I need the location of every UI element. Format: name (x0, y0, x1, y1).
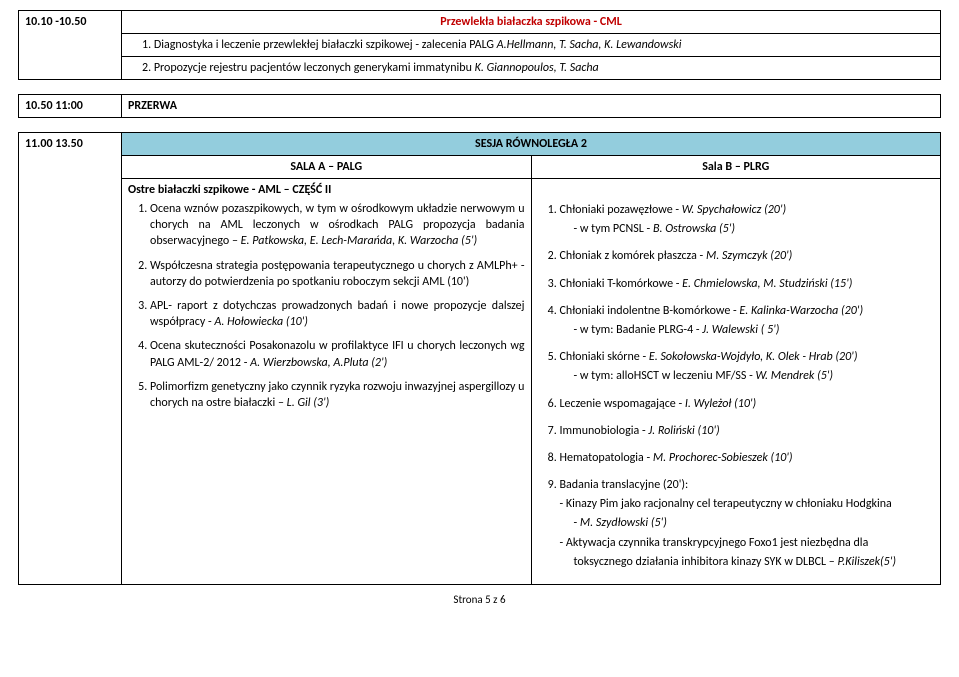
left-list: Ocena wznów pozaszpikowych, w tym w ośro… (128, 201, 525, 411)
list-item: Leczenie wspomagające - I. Wyleżoł (10') (560, 395, 935, 414)
trans-sub: - M. Szydłowski (5') (560, 514, 935, 533)
item-text: Hematopatologia - (560, 451, 653, 465)
item-text: Badania translacyjne (20'): (560, 478, 689, 492)
trans-sub-auth: M. Szydłowski (5') (580, 516, 667, 530)
item-auth: J. Roliński (10') (648, 424, 719, 438)
item-auth: E. Chmielowska, M. Studziński (15') (682, 277, 852, 291)
right-list: Chłoniaki pozawęzłowe - W. Spychałowicz … (538, 201, 935, 572)
session2-time: 11.00 13.50 (19, 133, 122, 585)
break-time: 10.50 11:00 (19, 95, 122, 118)
item-text: Leczenie wspomagające - (560, 397, 685, 411)
item-auth: E. Patkowska, E. Lech-Marańda, K. Warzoc… (241, 234, 478, 248)
right-cell: Chłoniaki pozawęzłowe - W. Spychałowicz … (531, 179, 941, 585)
left-head: SALA A – PALG (122, 156, 532, 179)
list-item: Immunobiologia - J. Roliński (10') (560, 422, 935, 441)
trans-line: - Kinazy Pim jako racjonalny cel terapeu… (560, 495, 935, 514)
session2-table: 11.00 13.50 SESJA RÓWNOLEGŁA 2 SALA A – … (18, 132, 941, 585)
item-auth: A. Hołowiecka (10') (214, 315, 308, 329)
list-item: Badania translacyjne (20'): - Kinazy Pim … (560, 476, 935, 572)
item-auth: A.Hellmann, T. Sacha, K. Lewandowski (497, 38, 682, 52)
list-item: Ocena wznów pozaszpikowych, w tym w ośro… (150, 201, 525, 250)
item-text: Propozycje rejestru pacjentów leczonych … (154, 61, 475, 75)
list-item: Hematopatologia - M. Prochorec-Sobieszek… (560, 449, 935, 468)
item-text: Chłoniaki pozawęzłowe - (560, 203, 682, 217)
time-value: 10.10 -10.50 (25, 15, 86, 29)
item-auth: M. Szymczyk (20') (706, 249, 792, 263)
item-auth: W. Spychałowicz (20') (682, 203, 786, 217)
list-item: Chłoniak z komórek płaszcza - M. Szymczy… (560, 247, 935, 266)
item-text: Chłoniaki indolentne B-komórkowe - (560, 304, 740, 318)
sub-text: - w tym: alloHSCT w leczeniu MF/SS - (574, 369, 756, 383)
item-text: Współczesna strategia postępowania terap… (150, 259, 525, 289)
item-text: APL- raport z dotychczas prowadzonych ba… (150, 299, 525, 329)
item-text: Chłoniaki T-komórkowe - (560, 277, 683, 291)
item-text: Polimorfizm genetyczny jako czynnik ryzy… (150, 380, 525, 410)
left-subtitle: Ostre białaczki szpikowe - AML – CZĘŚĆ I… (128, 183, 525, 197)
sub-line: - w tym: alloHSCT w leczeniu MF/SS - W. … (560, 367, 935, 386)
list-item: Chłoniaki T-komórkowe - E. Chmielowska, … (560, 275, 935, 294)
break-label: PRZERWA (122, 95, 941, 118)
page-footer: Strona 5 z 6 (18, 593, 941, 606)
item-auth: I. Wyleżoł (10') (685, 397, 756, 411)
trans-sub-text: toksycznego działania inhibitora kinazy … (574, 555, 838, 569)
item-text: Diagnostyka i leczenie przewlekłej biała… (154, 38, 497, 52)
item-text: Chłoniak z komórek płaszcza - (560, 249, 706, 263)
list-item: Chłoniaki skórne - E. Sokołowska-Wojdyło… (560, 348, 935, 386)
sub-auth: W. Mendrek (5') (756, 369, 834, 383)
list-item: APL- raport z dotychczas prowadzonych ba… (150, 298, 525, 330)
left-cell: Ostre białaczki szpikowe - AML – CZĘŚĆ I… (122, 179, 532, 585)
list-item: Polimorfizm genetyczny jako czynnik ryzy… (150, 379, 525, 411)
sub-line: - w tym PCNSL - B. Ostrowska (5') (560, 220, 935, 239)
trans-sub: toksycznego działania inhibitora kinazy … (560, 553, 935, 572)
session2-heading: SESJA RÓWNOLEGŁA 2 (122, 133, 941, 156)
item-num: 1. (128, 38, 151, 52)
item-auth: L. Gil (3') (287, 396, 330, 410)
sub-auth: B. Ostrowska (5') (653, 222, 735, 236)
top-item-2: 2. Propozycje rejestru pacjentów leczony… (122, 57, 941, 80)
list-item: Chłoniaki pozawęzłowe - W. Spychałowicz … (560, 201, 935, 239)
item-auth: A. Wierzbowska, A.Pluta (2') (250, 356, 387, 370)
sub-text: - w tym: Badanie PLRG-4 - (574, 323, 703, 337)
item-num: 2. (128, 61, 151, 75)
item-auth: M. Prochorec-Sobieszek (10') (653, 451, 793, 465)
right-head: Sala B – PLRG (531, 156, 941, 179)
sub-line: - w tym: Badanie PLRG-4 - J. Walewski ( … (560, 321, 935, 340)
item-auth: E. Kalinka-Warzocha (20') (739, 304, 863, 318)
sub-auth: J. Walewski ( 5') (702, 323, 779, 337)
top-item-1: 1. Diagnostyka i leczenie przewlekłej bi… (122, 34, 941, 57)
break-table: 10.50 11:00 PRZERWA (18, 94, 941, 118)
item-text: Chłoniaki skórne - (560, 350, 649, 364)
list-item: Chłoniaki indolentne B-komórkowe - E. Ka… (560, 302, 935, 340)
item-auth: E. Sokołowska-Wojdyło, K. Olek - Hrab (2… (649, 350, 858, 364)
item-text: Immunobiologia - (560, 424, 649, 438)
list-item: Współczesna strategia postępowania terap… (150, 258, 525, 290)
trans-line: - Aktywacja czynnika transkrypcyjnego Fo… (560, 534, 935, 553)
list-item: Ocena skuteczności Posakonazolu w profil… (150, 338, 525, 370)
sub-text: - w tym PCNSL - (574, 222, 653, 236)
time-cell: 10.10 -10.50 (19, 11, 122, 80)
trans-sub-auth: P.Kiliszek(5') (837, 555, 896, 569)
item-auth: K. Giannopoulos, T. Sacha (475, 61, 599, 75)
section-title: Przewlekła białaczka szpikowa - CML (122, 11, 941, 34)
top-table: 10.10 -10.50 Przewlekła białaczka szpiko… (18, 10, 941, 80)
